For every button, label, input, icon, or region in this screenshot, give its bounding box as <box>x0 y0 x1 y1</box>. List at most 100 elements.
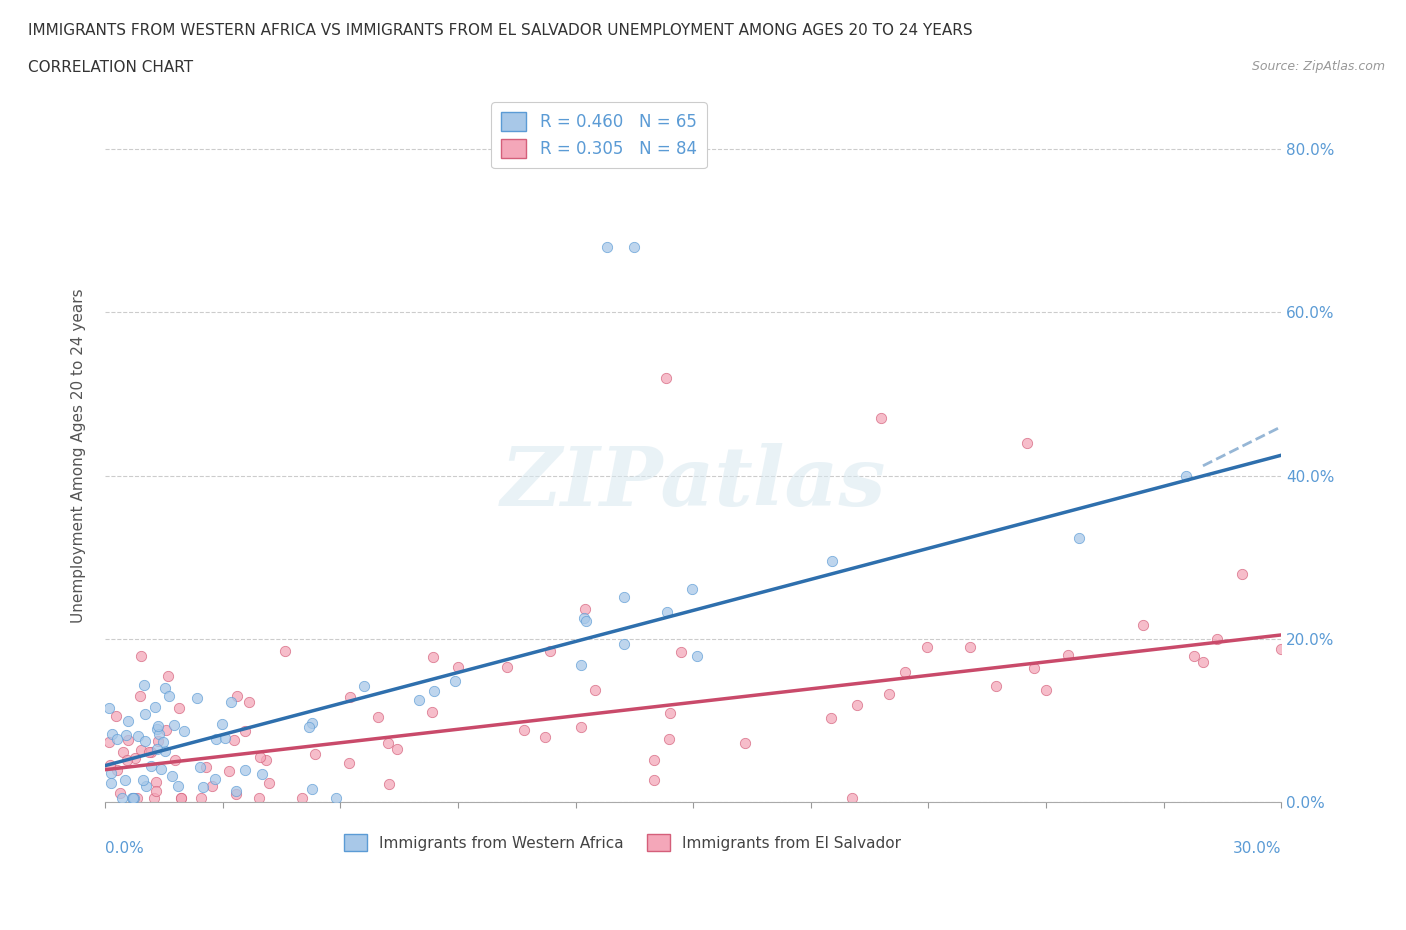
Point <box>134 677 156 692</box>
Point <box>574 601 596 616</box>
Point <box>162 717 184 732</box>
Point <box>201 778 224 793</box>
Point <box>1270 642 1292 657</box>
Point <box>167 779 190 794</box>
Point <box>111 745 134 760</box>
Point <box>422 650 444 665</box>
Point <box>169 790 191 805</box>
Point <box>298 720 321 735</box>
Point <box>423 684 446 698</box>
Point <box>257 776 280 790</box>
Point <box>337 756 360 771</box>
Point <box>613 590 636 604</box>
Point <box>249 790 271 805</box>
Point <box>139 759 162 774</box>
Point <box>512 723 534 737</box>
Point <box>134 707 156 722</box>
Point <box>655 370 678 385</box>
Point <box>623 239 645 254</box>
Point <box>613 637 636 652</box>
Point <box>408 693 430 708</box>
Point <box>274 644 297 658</box>
Point <box>153 744 176 759</box>
Point <box>191 779 214 794</box>
Point <box>145 775 167 790</box>
Point <box>339 690 361 705</box>
Point <box>291 790 314 805</box>
Point <box>658 732 681 747</box>
Point <box>846 698 869 712</box>
Point <box>142 790 165 805</box>
Point <box>353 679 375 694</box>
Point <box>1132 618 1154 632</box>
Point <box>657 604 679 619</box>
Point <box>124 790 146 805</box>
Point <box>214 730 236 745</box>
Point <box>233 724 256 738</box>
Point <box>111 790 134 805</box>
Point <box>569 719 592 734</box>
Point <box>163 752 186 767</box>
Point <box>583 683 606 698</box>
Point <box>138 744 160 759</box>
Point <box>117 733 139 748</box>
Point <box>420 705 443 720</box>
Point <box>148 734 170 749</box>
Point <box>225 786 247 801</box>
Point <box>959 640 981 655</box>
Point <box>225 784 247 799</box>
Point <box>190 790 212 805</box>
Point <box>124 751 146 765</box>
Point <box>1056 648 1078 663</box>
Text: 30.0%: 30.0% <box>1233 841 1281 856</box>
Point <box>115 752 138 767</box>
Point <box>148 726 170 741</box>
Point <box>1206 631 1229 646</box>
Point <box>671 644 693 659</box>
Point <box>387 741 409 756</box>
Point <box>155 723 177 737</box>
Point <box>205 732 228 747</box>
Point <box>194 759 217 774</box>
Point <box>134 734 156 749</box>
Point <box>1035 682 1057 697</box>
Point <box>377 736 399 751</box>
Point <box>146 718 169 733</box>
Point <box>143 699 166 714</box>
Point <box>659 706 682 721</box>
Point <box>1174 468 1197 483</box>
Point <box>820 711 842 725</box>
Point <box>218 764 240 778</box>
Point <box>167 700 190 715</box>
Point <box>249 750 271 764</box>
Point <box>571 658 593 672</box>
Point <box>986 679 1008 694</box>
Text: Source: ZipAtlas.com: Source: ZipAtlas.com <box>1251 60 1385 73</box>
Point <box>190 760 212 775</box>
Point <box>100 765 122 780</box>
Point <box>877 686 900 701</box>
Point <box>156 668 179 683</box>
Point <box>1182 649 1205 664</box>
Point <box>170 790 193 805</box>
Point <box>186 691 208 706</box>
Text: IMMIGRANTS FROM WESTERN AFRICA VS IMMIGRANTS FROM EL SALVADOR UNEMPLOYMENT AMONG: IMMIGRANTS FROM WESTERN AFRICA VS IMMIGR… <box>28 23 973 38</box>
Point <box>122 790 145 805</box>
Point <box>149 762 172 777</box>
Point <box>173 724 195 738</box>
Point <box>1015 435 1038 450</box>
Point <box>1230 566 1253 581</box>
Point <box>681 581 703 596</box>
Point <box>105 763 128 777</box>
Point <box>250 766 273 781</box>
Point <box>301 782 323 797</box>
Point <box>226 689 249 704</box>
Point <box>135 778 157 793</box>
Point <box>734 736 756 751</box>
Point <box>444 673 467 688</box>
Point <box>129 648 152 663</box>
Point <box>153 681 176 696</box>
Text: 0.0%: 0.0% <box>105 841 143 856</box>
Point <box>538 644 561 658</box>
Point <box>131 773 153 788</box>
